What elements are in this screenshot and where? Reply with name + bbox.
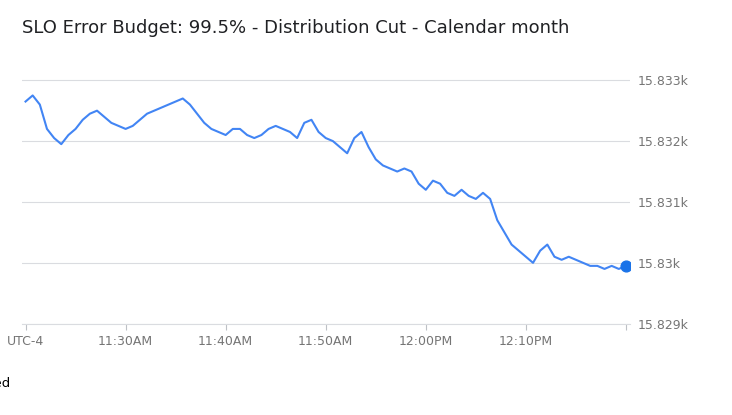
Legend: Remaining error requests before SLO is burned: Remaining error requests before SLO is b… [0, 371, 15, 395]
Point [620, 263, 632, 269]
Text: SLO Error Budget: 99.5% - Distribution Cut - Calendar month: SLO Error Budget: 99.5% - Distribution C… [22, 19, 569, 37]
